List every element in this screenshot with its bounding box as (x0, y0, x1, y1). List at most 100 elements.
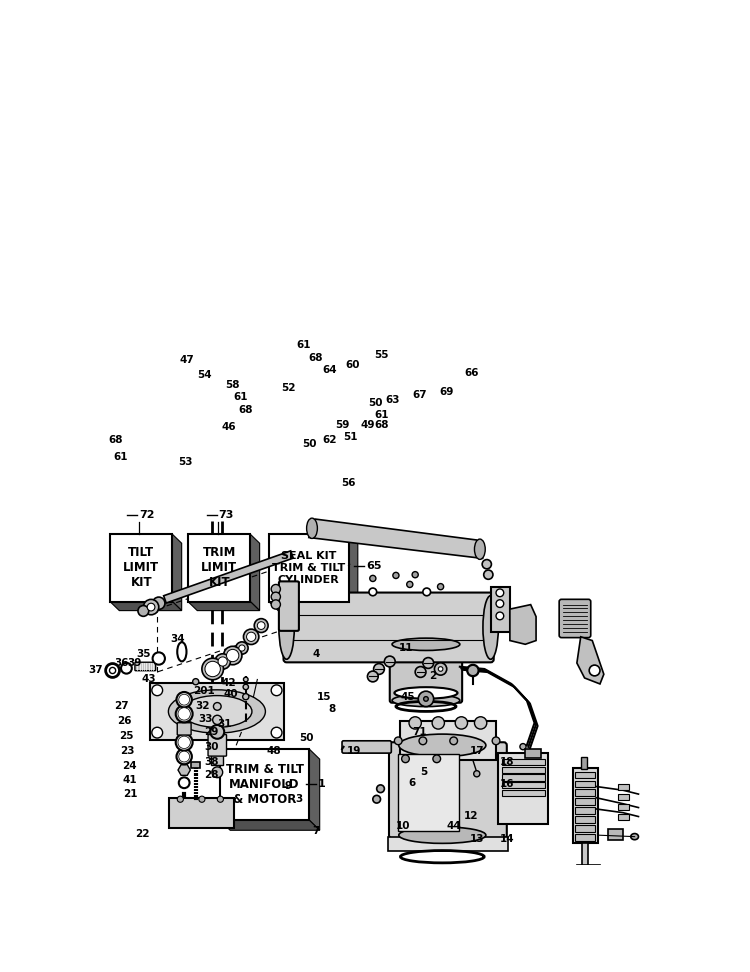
Circle shape (434, 663, 447, 676)
Circle shape (178, 694, 190, 705)
Circle shape (374, 664, 384, 675)
Text: 55: 55 (374, 350, 388, 360)
Circle shape (484, 570, 493, 579)
FancyBboxPatch shape (503, 782, 544, 788)
FancyBboxPatch shape (211, 752, 223, 765)
FancyBboxPatch shape (573, 768, 598, 843)
Text: 16: 16 (500, 780, 514, 789)
FancyBboxPatch shape (268, 535, 349, 602)
Text: 33: 33 (199, 714, 213, 724)
FancyBboxPatch shape (110, 535, 172, 602)
Text: 47: 47 (179, 355, 194, 364)
FancyBboxPatch shape (490, 587, 510, 632)
Text: 9: 9 (285, 781, 292, 791)
Circle shape (214, 703, 221, 711)
Text: 50: 50 (299, 733, 314, 743)
Ellipse shape (392, 694, 460, 707)
Circle shape (376, 784, 385, 792)
Polygon shape (577, 637, 604, 684)
Text: 19: 19 (346, 746, 362, 756)
Circle shape (238, 645, 245, 651)
Text: 37: 37 (88, 666, 103, 676)
Text: 68: 68 (238, 405, 254, 415)
Text: 41: 41 (122, 775, 137, 784)
FancyBboxPatch shape (188, 535, 250, 602)
Circle shape (272, 600, 280, 609)
Circle shape (243, 694, 249, 700)
Circle shape (202, 658, 223, 679)
Circle shape (138, 606, 148, 616)
Circle shape (496, 612, 504, 620)
Circle shape (393, 573, 399, 578)
FancyBboxPatch shape (575, 825, 596, 832)
Ellipse shape (307, 518, 317, 538)
Polygon shape (220, 820, 320, 830)
Text: 61: 61 (113, 452, 128, 462)
Circle shape (178, 736, 190, 748)
FancyBboxPatch shape (618, 815, 629, 820)
Ellipse shape (169, 690, 266, 733)
FancyBboxPatch shape (284, 593, 494, 662)
Circle shape (272, 727, 282, 738)
Text: 54: 54 (196, 370, 211, 380)
Circle shape (254, 618, 268, 633)
Text: 50: 50 (302, 439, 316, 449)
Circle shape (438, 667, 443, 672)
Text: 67: 67 (412, 390, 427, 400)
Text: 52: 52 (281, 383, 296, 393)
Text: TILT
LIMIT
KIT: TILT LIMIT KIT (123, 546, 159, 589)
FancyBboxPatch shape (503, 775, 544, 781)
Circle shape (152, 597, 165, 609)
FancyBboxPatch shape (177, 723, 191, 735)
Text: 49: 49 (360, 420, 374, 430)
Text: TRIM & TILT
MANIFOLD
& MOTOR: TRIM & TILT MANIFOLD & MOTOR (226, 763, 304, 806)
Text: 34: 34 (171, 634, 185, 644)
Circle shape (257, 622, 265, 630)
Circle shape (492, 737, 500, 745)
Circle shape (199, 796, 205, 802)
Circle shape (272, 584, 280, 594)
Circle shape (210, 725, 224, 739)
Circle shape (419, 737, 427, 745)
Text: 24: 24 (122, 761, 137, 772)
Circle shape (423, 588, 430, 596)
FancyBboxPatch shape (503, 767, 544, 773)
Text: 26: 26 (117, 716, 131, 726)
Circle shape (178, 708, 190, 720)
Ellipse shape (483, 596, 498, 659)
Text: 11: 11 (399, 643, 413, 653)
Circle shape (152, 652, 165, 665)
Polygon shape (178, 765, 190, 776)
Text: 62: 62 (322, 434, 337, 445)
Circle shape (450, 737, 458, 745)
Circle shape (370, 575, 376, 581)
Circle shape (401, 755, 410, 763)
Circle shape (215, 654, 230, 669)
Text: 1: 1 (318, 780, 326, 789)
FancyBboxPatch shape (220, 749, 309, 820)
FancyBboxPatch shape (503, 759, 544, 765)
Text: 17: 17 (470, 746, 484, 756)
Circle shape (247, 632, 256, 642)
Circle shape (384, 656, 395, 667)
Text: 44: 44 (447, 821, 461, 831)
Circle shape (110, 668, 116, 674)
Text: 21: 21 (123, 789, 137, 799)
Circle shape (394, 737, 402, 745)
Circle shape (432, 716, 445, 729)
Ellipse shape (399, 734, 486, 756)
FancyBboxPatch shape (390, 642, 462, 703)
Text: 68: 68 (308, 353, 322, 363)
Circle shape (147, 604, 155, 611)
Text: 66: 66 (464, 367, 478, 377)
Text: 40: 40 (224, 689, 238, 700)
Circle shape (176, 734, 193, 750)
Text: 65: 65 (366, 561, 382, 571)
Circle shape (217, 796, 223, 802)
FancyBboxPatch shape (575, 808, 596, 815)
Ellipse shape (177, 642, 187, 661)
Text: 61: 61 (374, 409, 388, 420)
FancyBboxPatch shape (575, 798, 596, 805)
Ellipse shape (475, 539, 485, 560)
Text: 35: 35 (136, 649, 151, 659)
